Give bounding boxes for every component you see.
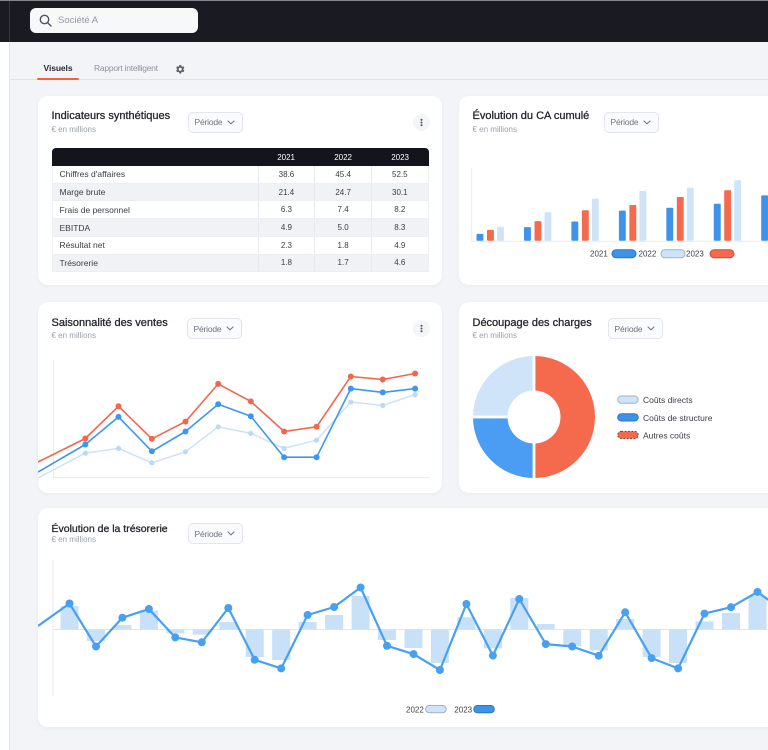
svg-text:Coûts de structure: Coûts de structure bbox=[643, 413, 713, 423]
svg-text:2023: 2023 bbox=[686, 249, 704, 258]
svg-text:Autres coûts: Autres coûts bbox=[643, 430, 690, 440]
svg-text:Coûts directs: Coûts directs bbox=[643, 395, 693, 405]
svg-text:2022: 2022 bbox=[638, 249, 656, 258]
svg-text:2022: 2022 bbox=[406, 706, 424, 715]
svg-text:2021: 2021 bbox=[590, 249, 608, 258]
svg-text:2023: 2023 bbox=[454, 706, 472, 715]
